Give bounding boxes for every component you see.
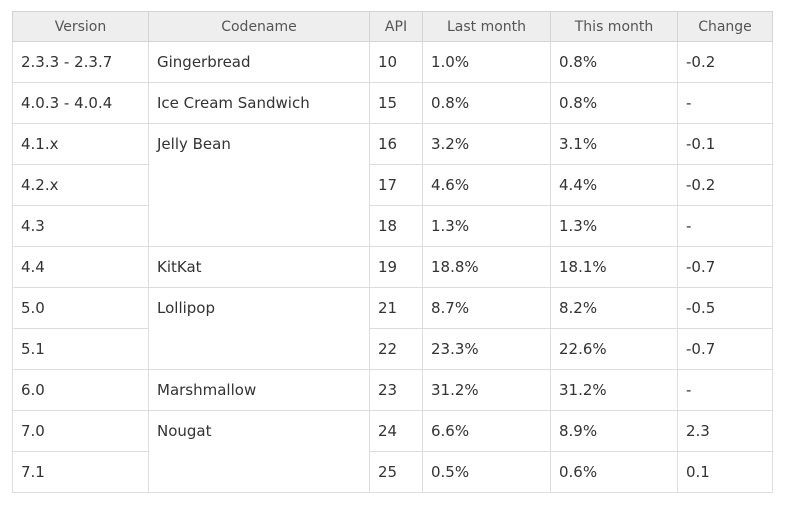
cell-api: 18	[369, 205, 423, 247]
cell-codename: Jelly Bean	[148, 123, 370, 247]
cell-last-month: 31.2%	[422, 369, 551, 411]
header-version: Version	[12, 11, 149, 42]
cell-this-month: 8.9%	[550, 410, 678, 452]
cell-version: 2.3.3 - 2.3.7	[12, 41, 149, 83]
cell-this-month: 0.8%	[550, 82, 678, 124]
cell-change: -0.1	[677, 123, 773, 165]
cell-change: -0.2	[677, 164, 773, 206]
cell-version: 7.1	[12, 451, 149, 493]
cell-api: 23	[369, 369, 423, 411]
cell-version: 4.4	[12, 246, 149, 288]
cell-this-month: 1.3%	[550, 205, 678, 247]
cell-change: -	[677, 205, 773, 247]
cell-version: 5.0	[12, 287, 149, 329]
cell-last-month: 1.0%	[422, 41, 551, 83]
cell-change: -0.2	[677, 41, 773, 83]
cell-change: -0.7	[677, 328, 773, 370]
cell-api: 17	[369, 164, 423, 206]
cell-this-month: 31.2%	[550, 369, 678, 411]
table-row: 6.0 Marshmallow 23 31.2% 31.2% -	[12, 369, 773, 411]
cell-change: -	[677, 82, 773, 124]
header-api: API	[369, 11, 423, 42]
cell-version: 4.3	[12, 205, 149, 247]
cell-change: 0.1	[677, 451, 773, 493]
cell-change: -	[677, 369, 773, 411]
cell-codename: KitKat	[148, 246, 370, 288]
cell-codename: Marshmallow	[148, 369, 370, 411]
table-row: 7.1 25 0.5% 0.6% 0.1	[12, 451, 773, 493]
header-last-month: Last month	[422, 11, 551, 42]
cell-this-month: 8.2%	[550, 287, 678, 329]
cell-codename: Ice Cream Sandwich	[148, 82, 370, 124]
cell-codename: Lollipop	[148, 287, 370, 370]
cell-last-month: 0.5%	[422, 451, 551, 493]
cell-api: 16	[369, 123, 423, 165]
cell-api: 19	[369, 246, 423, 288]
cell-version: 4.2.x	[12, 164, 149, 206]
cell-last-month: 18.8%	[422, 246, 551, 288]
cell-version: 4.0.3 - 4.0.4	[12, 82, 149, 124]
cell-change: 2.3	[677, 410, 773, 452]
cell-last-month: 1.3%	[422, 205, 551, 247]
cell-codename: Nougat	[148, 410, 370, 493]
table-row: 4.2.x 17 4.6% 4.4% -0.2	[12, 164, 773, 206]
table-row: 2.3.3 - 2.3.7 Gingerbread 10 1.0% 0.8% -…	[12, 41, 773, 83]
cell-this-month: 0.8%	[550, 41, 678, 83]
table-row: 5.0 Lollipop 21 8.7% 8.2% -0.5	[12, 287, 773, 370]
table-row: 4.3 18 1.3% 1.3% -	[12, 205, 773, 247]
header-this-month: This month	[550, 11, 678, 42]
cell-last-month: 6.6%	[422, 410, 551, 452]
header-row: Version Codename API Last month This mon…	[12, 11, 773, 42]
cell-version: 6.0	[12, 369, 149, 411]
table-row: 4.0.3 - 4.0.4 Ice Cream Sandwich 15 0.8%…	[12, 82, 773, 124]
cell-this-month: 0.6%	[550, 451, 678, 493]
cell-api: 21	[369, 287, 423, 329]
cell-last-month: 3.2%	[422, 123, 551, 165]
cell-version: 7.0	[12, 410, 149, 452]
cell-api: 22	[369, 328, 423, 370]
cell-api: 15	[369, 82, 423, 124]
cell-change: -0.7	[677, 246, 773, 288]
table-row: 7.0 Nougat 24 6.6% 8.9% 2.3	[12, 410, 773, 493]
cell-api: 10	[369, 41, 423, 83]
cell-last-month: 23.3%	[422, 328, 551, 370]
cell-version: 4.1.x	[12, 123, 149, 165]
table-row: 5.1 22 23.3% 22.6% -0.7	[12, 328, 773, 370]
cell-version: 5.1	[12, 328, 149, 370]
android-versions-table: Version Codename API Last month This mon…	[12, 11, 773, 493]
header-codename: Codename	[148, 11, 370, 42]
cell-this-month: 22.6%	[550, 328, 678, 370]
cell-this-month: 18.1%	[550, 246, 678, 288]
cell-last-month: 8.7%	[422, 287, 551, 329]
cell-this-month: 3.1%	[550, 123, 678, 165]
cell-api: 24	[369, 410, 423, 452]
cell-api: 25	[369, 451, 423, 493]
cell-codename: Gingerbread	[148, 41, 370, 83]
cell-this-month: 4.4%	[550, 164, 678, 206]
table-row: 4.1.x Jelly Bean 16 3.2% 3.1% -0.1	[12, 123, 773, 247]
table-row: 4.4 KitKat 19 18.8% 18.1% -0.7	[12, 246, 773, 288]
cell-last-month: 4.6%	[422, 164, 551, 206]
cell-change: -0.5	[677, 287, 773, 329]
header-change: Change	[677, 11, 773, 42]
cell-last-month: 0.8%	[422, 82, 551, 124]
